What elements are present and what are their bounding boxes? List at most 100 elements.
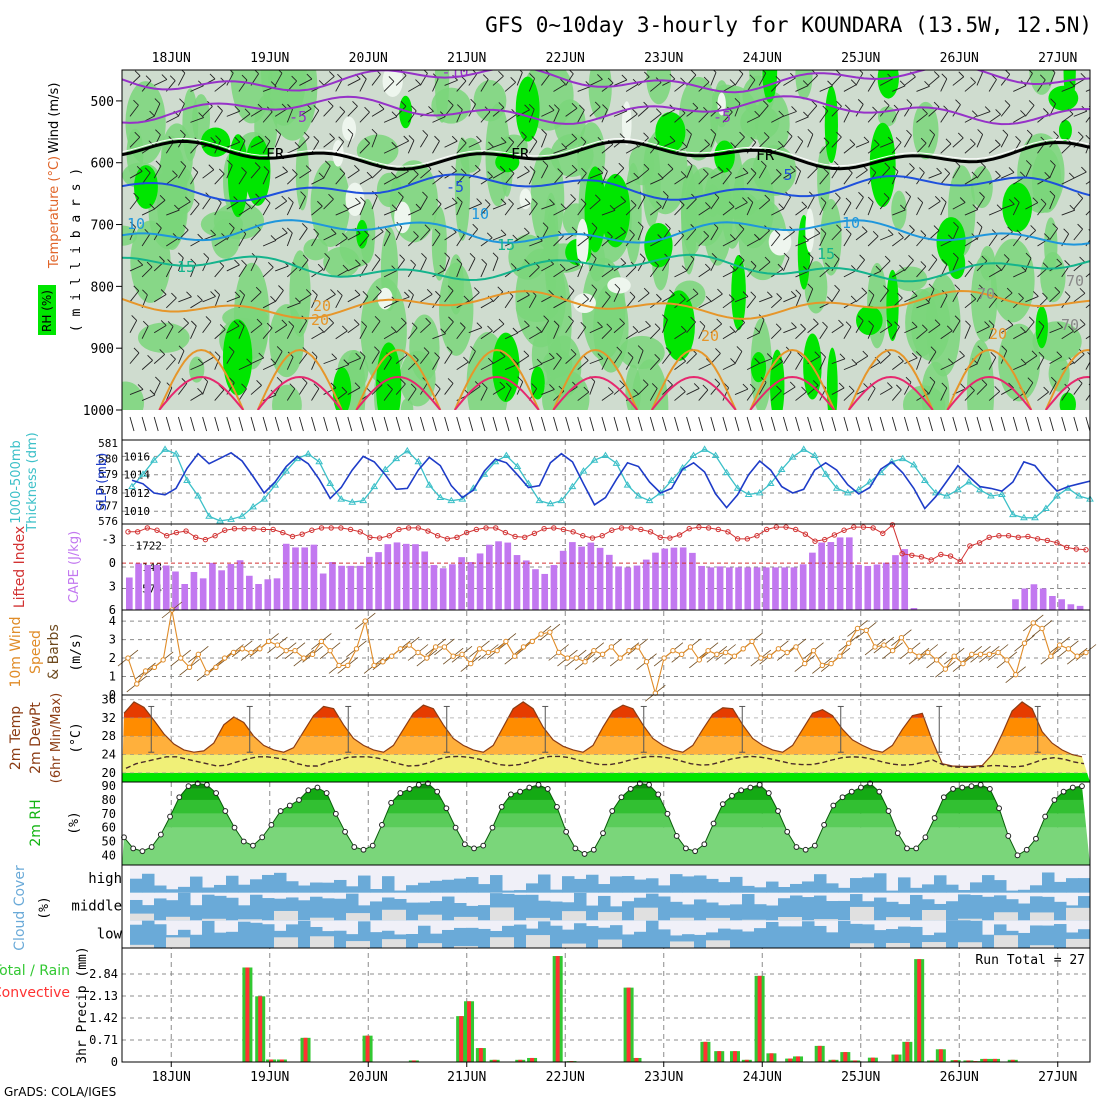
surface-barb — [952, 416, 958, 432]
wind-barb — [637, 325, 651, 334]
wind-barb — [516, 294, 530, 303]
cloud-bar — [442, 879, 455, 893]
wind-barb-flag — [1077, 131, 1084, 138]
wind-speed-marker — [186, 664, 193, 670]
wind-barb — [274, 200, 287, 210]
ylabel-temp: 2m Temp — [8, 706, 24, 770]
rh-marker — [397, 790, 404, 796]
wind-barb-flag — [908, 254, 914, 261]
cloud-bar — [538, 900, 551, 921]
wind-barb-flag — [169, 75, 176, 81]
wind-barb-flag — [979, 191, 985, 198]
date-label-top: 20JUN — [349, 51, 388, 66]
lifted-index-marker — [405, 525, 412, 531]
wind-barb — [383, 389, 393, 401]
rh-region — [971, 255, 998, 342]
surface-barb — [589, 416, 595, 432]
wind-barb-flag — [1052, 223, 1058, 229]
wind-barb — [335, 295, 343, 309]
temp-tick-label: 32 — [102, 711, 116, 725]
surface-barb — [1061, 416, 1067, 432]
wind-barb-flag — [597, 137, 604, 143]
wind-barb — [286, 202, 294, 216]
wind-barb-flag — [861, 287, 868, 294]
wind-barb — [601, 209, 616, 216]
lifted-index-marker — [299, 531, 305, 537]
wind-barb — [262, 171, 270, 185]
wind-barb — [589, 172, 603, 179]
wind-barb-flag — [933, 101, 940, 108]
wind-barb — [637, 137, 649, 148]
wind-barb-flag — [505, 382, 512, 389]
cloud-bar — [1030, 925, 1043, 948]
wind-barb-flag — [665, 223, 671, 229]
wind-barb — [407, 140, 415, 154]
wind-barb-flag — [1019, 171, 1026, 178]
wind-barb — [287, 146, 301, 154]
wind-barb-flag — [476, 198, 482, 204]
wind-speed-marker — [476, 646, 483, 652]
rh-marker — [590, 846, 597, 853]
wind-barb-flag — [703, 76, 710, 83]
wind-barb — [166, 115, 179, 123]
surface-barb — [286, 416, 292, 432]
wind-barb-flag — [898, 232, 904, 238]
wind-barb-flag — [976, 221, 983, 228]
wind-speed-marker — [714, 651, 720, 658]
cape-bar — [199, 578, 207, 610]
wind-barb-flag — [686, 159, 693, 166]
wind-barb — [359, 142, 370, 154]
wind-barb-flag — [669, 135, 676, 142]
wind-barb-flag — [374, 315, 381, 322]
wind-barb-flag — [920, 230, 927, 236]
cloud-bar — [166, 900, 179, 921]
wind-barb — [795, 141, 804, 154]
rh-marker — [940, 794, 947, 801]
rh-marker — [904, 845, 910, 852]
wind-barb-flag — [754, 110, 761, 117]
cloud-bar — [802, 881, 815, 893]
surface-barb — [1037, 416, 1042, 432]
wind-barb — [734, 73, 744, 86]
wind-barb — [299, 294, 312, 303]
rh-marker — [996, 805, 1002, 812]
wind-barb — [698, 235, 710, 247]
wind-barb-flag — [497, 286, 504, 293]
wind-barb — [964, 390, 975, 401]
wind-barb — [903, 196, 912, 210]
wind-barb-flag — [862, 350, 869, 357]
wind-barb-flag — [883, 192, 890, 199]
rh-marker — [240, 838, 247, 845]
cloud-bar — [190, 876, 203, 893]
wind-tick-label: 0 — [109, 688, 116, 702]
cloud-gap — [490, 937, 514, 948]
wind-barb-flag — [716, 318, 723, 325]
lifted-index-marker — [202, 536, 209, 543]
cloud-bar — [1054, 881, 1067, 893]
wind-barb-flag — [813, 318, 819, 325]
cape-bar — [753, 567, 761, 610]
wind-barb — [262, 327, 273, 340]
lifted-index-marker — [851, 524, 857, 530]
wind-barb-flag — [568, 315, 574, 322]
wind-barb — [710, 227, 719, 241]
wind-barb-flag — [730, 142, 736, 148]
wind-barb — [807, 385, 819, 395]
rh-high-region — [856, 305, 883, 336]
wind-barb — [311, 331, 324, 340]
rh-marker — [1023, 846, 1030, 853]
cloud-bar — [358, 875, 371, 893]
cloud-bar — [742, 894, 755, 921]
wind-barb-flag — [460, 168, 467, 175]
wind-barb-flag — [836, 100, 842, 107]
lifted-index-marker — [947, 553, 954, 559]
wind-barb — [577, 203, 587, 216]
cloud-bar — [526, 894, 539, 921]
wind-barb-flag — [766, 353, 773, 359]
wind-barb-flag — [632, 325, 639, 332]
thickness-marker — [260, 495, 269, 502]
cloud-bar — [1054, 924, 1067, 948]
wind-barb-flag — [403, 135, 410, 142]
wind-barb — [686, 229, 697, 241]
ylabel-precip: 3hr Precip (mm) — [75, 946, 90, 1063]
